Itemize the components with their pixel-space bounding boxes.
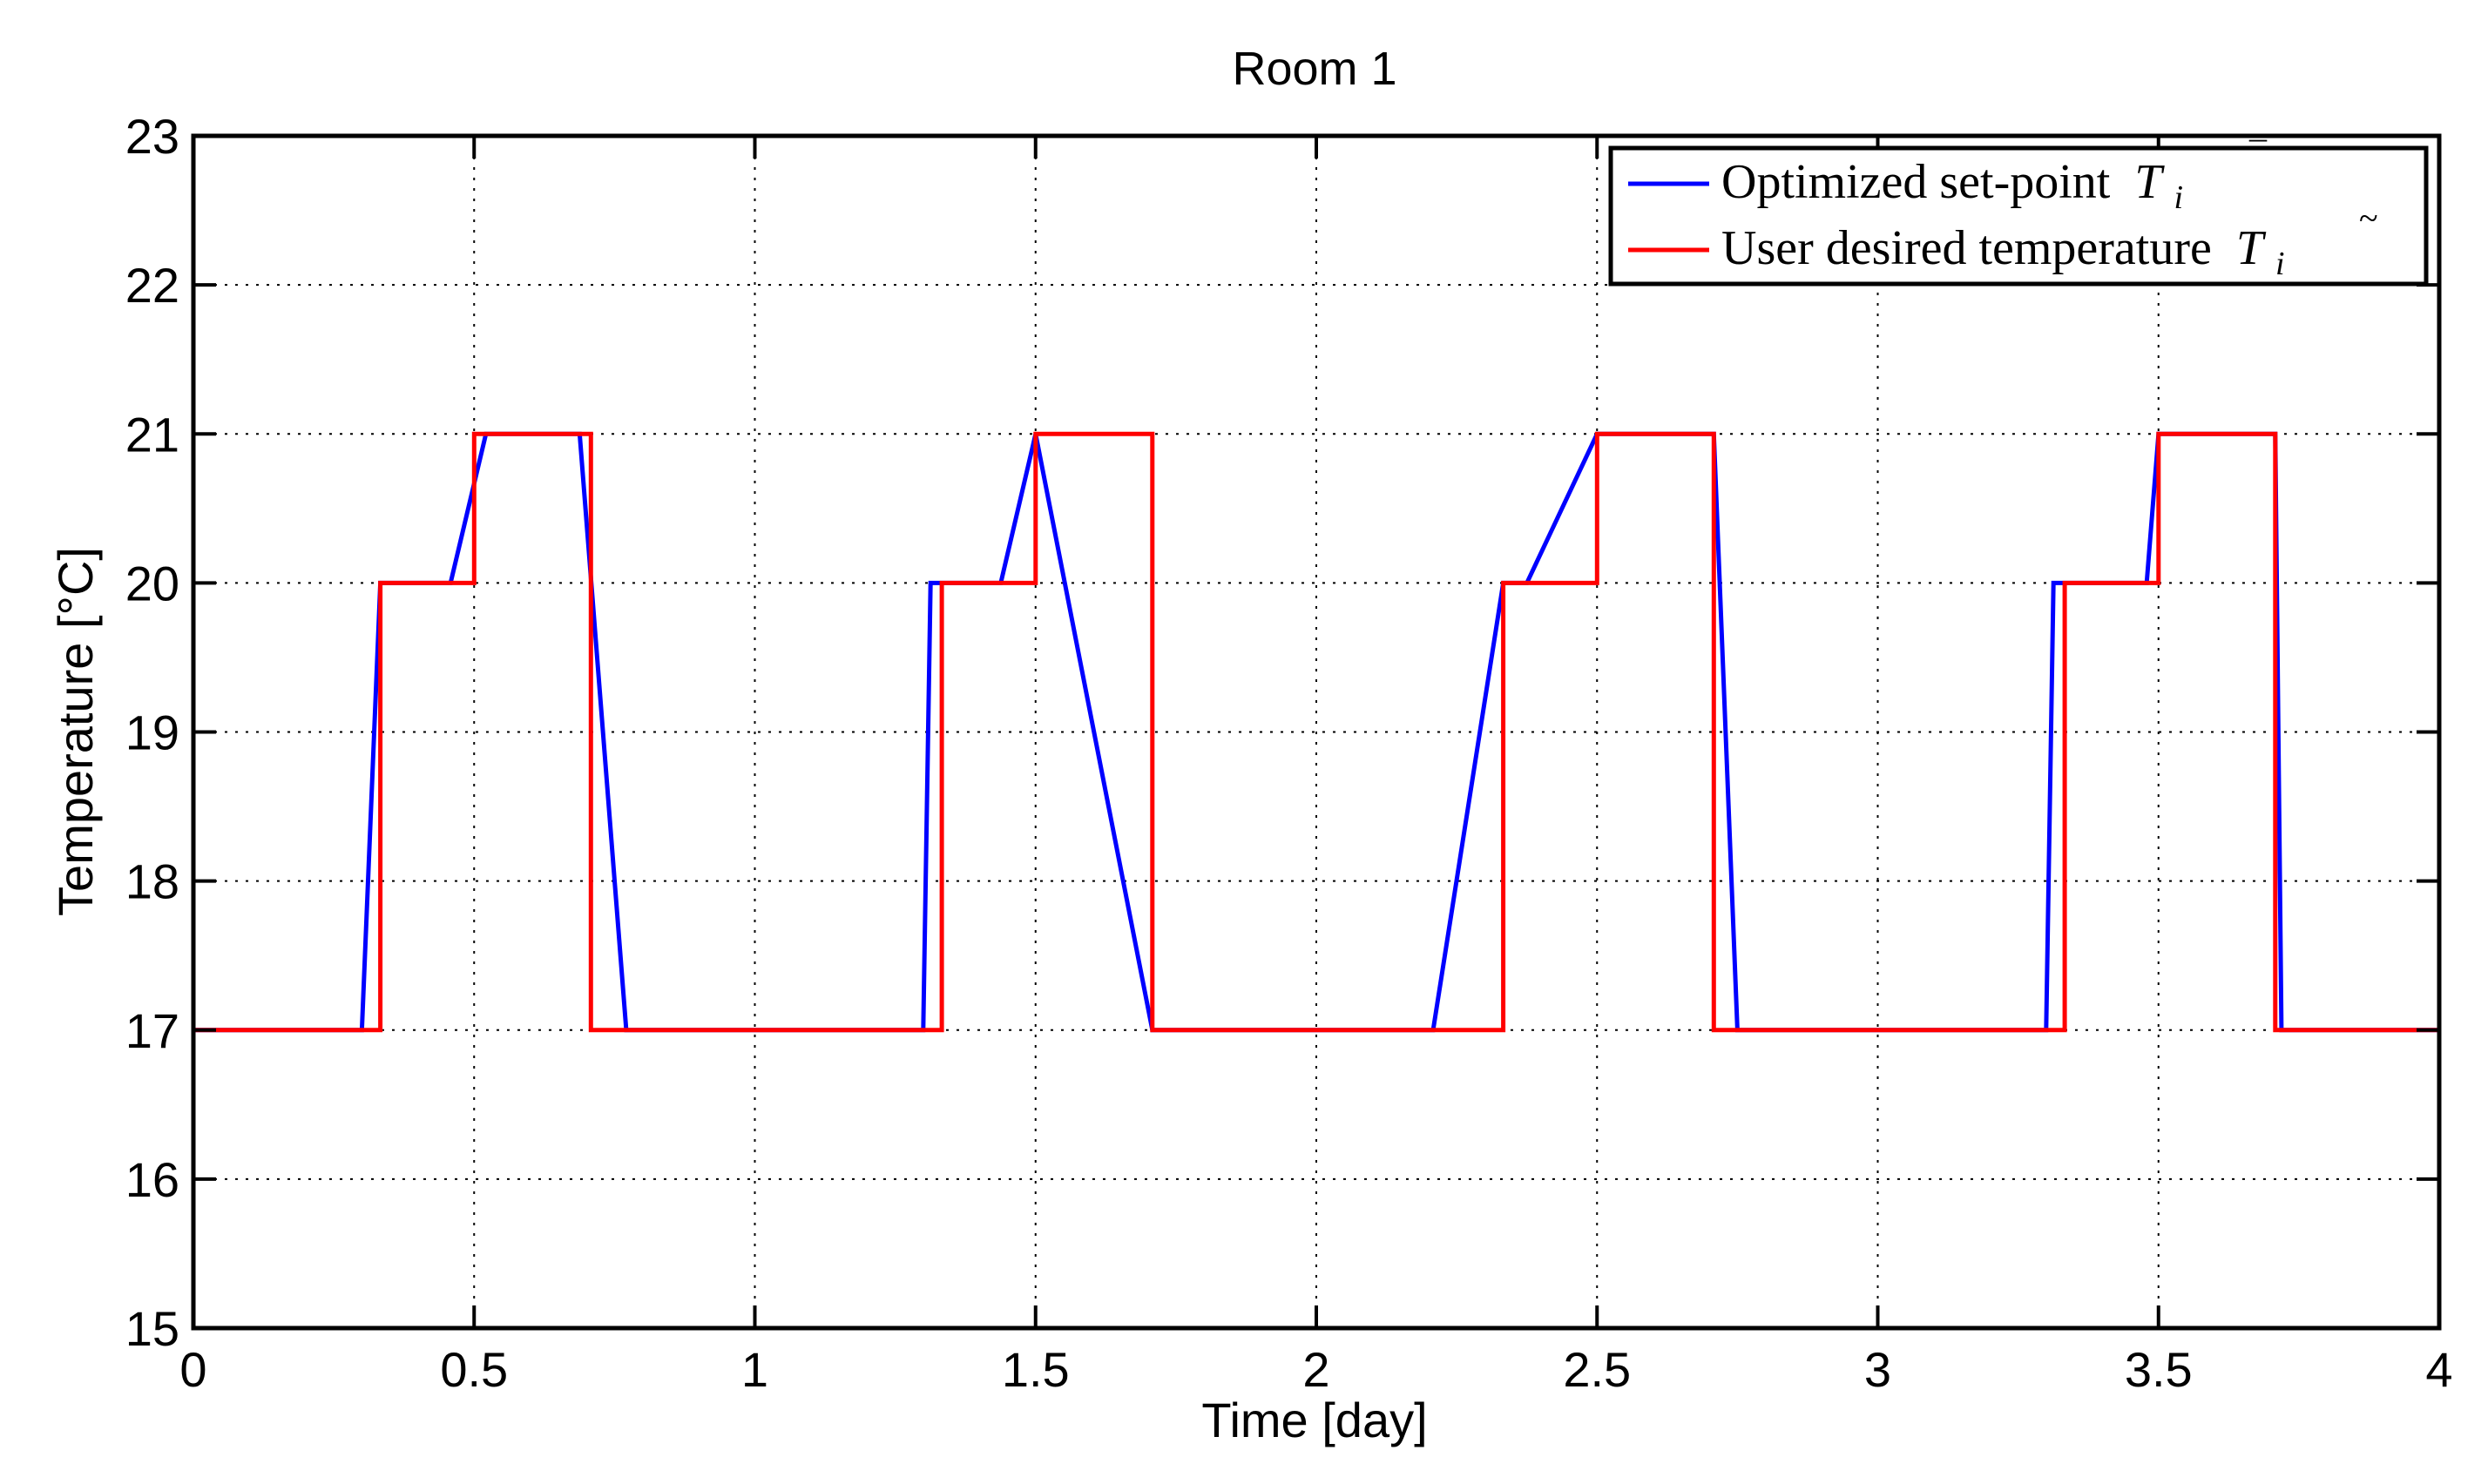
legend-label-user-desired: User desired temperature [1721, 221, 2212, 275]
y-tick-labels: 15 16 17 18 19 20 21 22 23 [125, 109, 179, 1356]
x-tick-label: 0 [179, 1342, 206, 1397]
axis-ticks [192, 134, 2441, 1330]
legend-entry-user-desired: User desired temperature T i ~ [1628, 199, 2378, 282]
x-axis-label: Time [day] [1201, 1393, 1427, 1447]
legend-subscript-user-desired: i [2275, 246, 2285, 282]
y-tick-label: 22 [125, 258, 179, 313]
x-tick-labels: 0 0.5 1 1.5 2 2.5 3 3.5 4 [179, 1342, 2452, 1397]
x-tick-label: 1 [741, 1342, 768, 1397]
legend-accent-user-desired: ~ [2359, 199, 2378, 238]
series-line-user-desired [193, 431, 2439, 1033]
x-tick-label: 2 [1302, 1342, 1329, 1397]
y-tick-label: 16 [125, 1152, 179, 1207]
svg-text:Optimized set-point T: Optimized set-point T i [1721, 155, 2183, 216]
y-tick-label: 18 [125, 854, 179, 909]
legend-accent-optimized: ¯ [2248, 135, 2268, 174]
x-tick-label: 1.5 [1002, 1342, 1070, 1397]
series-layer [193, 431, 2439, 1033]
legend-subscript-optimized: i [2174, 179, 2184, 216]
y-tick-label: 20 [125, 556, 179, 610]
svg-text:User desired temperature: User desired temperature T i [1721, 221, 2285, 282]
legend-symbol-optimized: T [2134, 155, 2165, 209]
chart-title: Room 1 [1232, 43, 1396, 95]
legend-label-optimized: Optimized set-point [1721, 155, 2111, 209]
legend-entry-optimized: Optimized set-point T i ¯ [1628, 135, 2268, 216]
x-tick-label: 3.5 [2125, 1342, 2193, 1397]
y-tick-label: 19 [125, 705, 179, 760]
x-tick-label: 4 [2425, 1342, 2452, 1397]
y-axis-label: Temperature [°C] [48, 547, 103, 916]
legend-symbol-user-desired: T [2236, 221, 2267, 275]
x-tick-label: 3 [1864, 1342, 1891, 1397]
x-tick-label: 2.5 [1563, 1342, 1631, 1397]
legend-box [1608, 145, 2429, 287]
y-tick-label: 23 [125, 109, 179, 164]
x-tick-label: 0.5 [440, 1342, 508, 1397]
y-tick-label: 17 [125, 1003, 179, 1058]
legend: Optimized set-point T i ¯ User desired t… [1608, 135, 2429, 287]
y-tick-label: 21 [125, 407, 179, 462]
y-tick-label: 15 [125, 1301, 179, 1356]
